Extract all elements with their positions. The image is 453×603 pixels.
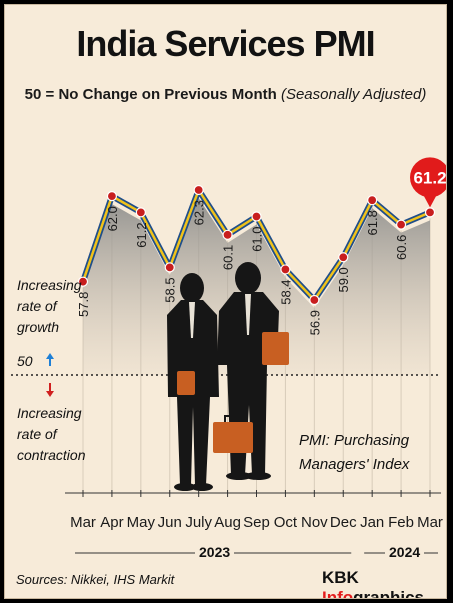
data-point — [338, 252, 349, 263]
pmi-chart: 57.8 62.0 61.2 58.5 62.3 60.1 61.0 58.4 56.9 59.0… — [11, 157, 446, 554]
data-point — [280, 264, 291, 275]
data-point — [106, 191, 118, 202]
data-label: 59.0 — [336, 267, 351, 292]
data-point — [135, 207, 146, 218]
x-tick-label: Jan — [360, 514, 384, 531]
x-tick-label: Mar — [417, 514, 443, 531]
x-tick-label: May — [127, 514, 156, 531]
brand-logo: KBK Infographics — [322, 568, 446, 599]
data-label: 56.9 — [307, 310, 322, 335]
data-label: 60.6 — [394, 235, 409, 260]
data-point — [367, 195, 378, 206]
data-label: 58.4 — [278, 279, 293, 304]
data-point — [309, 294, 320, 306]
year-label-2024: 2024 — [385, 544, 425, 560]
brand-part: graphics — [353, 588, 425, 599]
contraction-label-line: contraction — [17, 447, 86, 463]
x-tick-label: Dec — [330, 514, 357, 531]
data-label: 57.8 — [76, 292, 91, 317]
growth-label: Increasing rate of growth — [17, 275, 82, 338]
data-label: 62.3 — [192, 200, 207, 225]
growth-label-line: growth — [17, 319, 60, 335]
series-markers — [77, 184, 436, 306]
data-label-highlight: 61.2 — [413, 168, 446, 187]
callout-bubble — [410, 157, 446, 198]
definition-line: Managers' Index — [299, 456, 410, 473]
growth-label-line: rate of — [17, 298, 57, 314]
x-tick-label: Feb — [388, 514, 414, 531]
data-label: 60.1 — [221, 245, 236, 270]
x-tick-label: Jun — [158, 514, 182, 531]
arrow-down-head — [46, 391, 54, 397]
contraction-label-line: Increasing — [17, 405, 82, 421]
subtitle-main: 50 = No Change on Previous Month — [24, 86, 277, 103]
pmi-definition: PMI: Purchasing Managers' Index — [299, 429, 409, 477]
x-tick-label: Apr — [100, 514, 123, 531]
data-label: 61.2 — [134, 222, 149, 247]
subtitle-note: (Seasonally Adjusted) — [280, 86, 427, 103]
infographic: 57.8 62.0 61.2 58.5 62.3 60.1 61.0 58.4 56.9 59.0… — [4, 4, 447, 599]
data-label: 61.8 — [365, 210, 380, 235]
growth-label-line: Increasing — [17, 277, 82, 293]
data-label: 61.0 — [250, 226, 265, 251]
contraction-label-line: rate of — [17, 426, 57, 442]
data-point — [251, 211, 262, 222]
data-label: 58.5 — [163, 277, 178, 302]
businessmen-silhouette-illustration — [167, 262, 289, 491]
contraction-label: Increasing rate of contraction — [17, 403, 85, 466]
arrow-up-head — [46, 353, 54, 359]
chart-title: India Services PMI — [76, 23, 375, 64]
x-axis: Mar Apr May Jun July Aug Sep Oct Nov Dec Jan Feb Mar — [65, 490, 443, 554]
x-tick-label: Nov — [301, 514, 328, 531]
x-tick-label: July — [185, 514, 212, 531]
data-point — [395, 219, 407, 230]
year-label-2023: 2023 — [195, 544, 235, 560]
source-note: Sources: Nikkei, IHS Markit — [16, 572, 175, 587]
data-point — [193, 184, 204, 196]
definition-line: PMI: Purchasing — [299, 432, 410, 449]
value-labels: 57.8 62.0 61.2 58.5 62.3 60.1 61.0 58.4 56.9 59.0… — [76, 157, 446, 335]
x-tick-label: Oct — [274, 514, 298, 531]
fifty-label: 50 — [17, 353, 33, 369]
callout-pointer — [423, 194, 437, 208]
brand-part-highlight: Info — [322, 588, 354, 599]
chart-subtitle: 50 = No Change on Previous Month (Season… — [5, 86, 446, 103]
x-tick-label: Aug — [214, 514, 241, 531]
data-point — [77, 276, 89, 287]
x-tick-label: Sep — [243, 514, 270, 531]
data-point — [164, 262, 175, 273]
direction-arrows — [46, 353, 54, 397]
brand-part: KBK — [322, 568, 359, 587]
data-point — [424, 207, 436, 218]
x-tick-label: Mar — [70, 514, 96, 531]
data-point — [222, 229, 233, 240]
data-label: 62.0 — [105, 206, 120, 231]
